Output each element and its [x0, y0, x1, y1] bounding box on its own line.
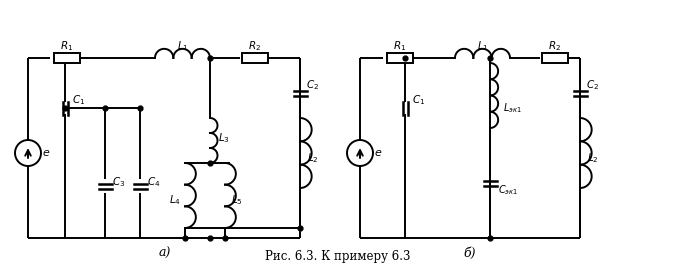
Text: $R_2$: $R_2$: [248, 39, 261, 53]
Text: $L_4$: $L_4$: [169, 193, 181, 207]
Text: $C_2$: $C_2$: [586, 78, 600, 92]
Bar: [542, 53, 568, 63]
Text: $L_1$: $L_1$: [477, 39, 489, 53]
Text: $L_1$: $L_1$: [177, 39, 189, 53]
Text: б): б): [464, 247, 476, 259]
Text: $L_{эк1}$: $L_{эк1}$: [502, 101, 521, 115]
Text: $C_3$: $C_3$: [112, 175, 126, 189]
Bar: [54, 53, 80, 63]
Text: $R_1$: $R_1$: [393, 39, 407, 53]
Text: $L_5$: $L_5$: [231, 193, 243, 207]
Text: $e$: $e$: [42, 148, 50, 158]
Text: $C_1$: $C_1$: [72, 93, 85, 107]
Text: $C_1$: $C_1$: [412, 93, 426, 107]
Text: $L_3$: $L_3$: [218, 131, 230, 145]
Circle shape: [347, 140, 373, 166]
Text: $C_{эк1}$: $C_{эк1}$: [498, 183, 518, 197]
Text: а): а): [159, 247, 171, 259]
Text: Рис. 6.3. К примеру 6.3: Рис. 6.3. К примеру 6.3: [265, 250, 411, 263]
Bar: [387, 53, 413, 63]
Circle shape: [15, 140, 41, 166]
Text: $C_4$: $C_4$: [148, 175, 160, 189]
Text: $e$: $e$: [374, 148, 383, 158]
Text: $R_2$: $R_2$: [548, 39, 561, 53]
Text: $R_1$: $R_1$: [60, 39, 74, 53]
Text: $L_2$: $L_2$: [587, 151, 599, 165]
Text: $L_2$: $L_2$: [307, 151, 319, 165]
Bar: [242, 53, 268, 63]
Text: $C_2$: $C_2$: [307, 78, 320, 92]
